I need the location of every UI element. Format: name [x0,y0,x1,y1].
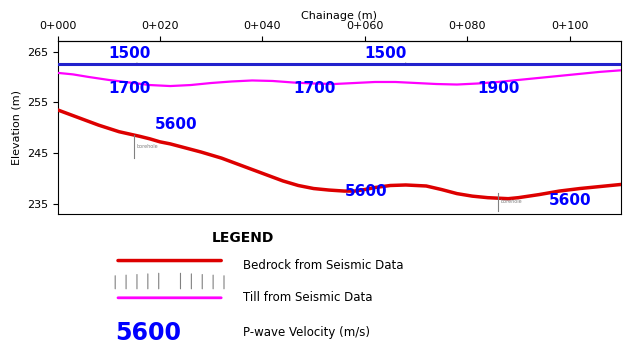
Text: 5600: 5600 [549,193,592,208]
Text: borehole: borehole [137,144,159,149]
X-axis label: Chainage (m): Chainage (m) [301,11,377,21]
Text: 1700: 1700 [293,81,335,96]
Text: 5600: 5600 [155,117,198,132]
Text: 1700: 1700 [109,81,151,96]
Text: 5600: 5600 [115,321,181,345]
Text: 1900: 1900 [477,81,520,96]
Text: 5600: 5600 [344,184,387,199]
Text: 1500: 1500 [109,46,151,61]
Text: Till from Seismic Data: Till from Seismic Data [243,291,372,304]
Y-axis label: Elevation (m): Elevation (m) [11,90,21,165]
Text: Bedrock from Seismic Data: Bedrock from Seismic Data [243,259,404,272]
Text: 1500: 1500 [365,46,407,61]
Text: P-wave Velocity (m/s): P-wave Velocity (m/s) [243,326,370,339]
Text: borehole: borehole [500,199,522,205]
Text: LEGEND: LEGEND [212,231,275,245]
